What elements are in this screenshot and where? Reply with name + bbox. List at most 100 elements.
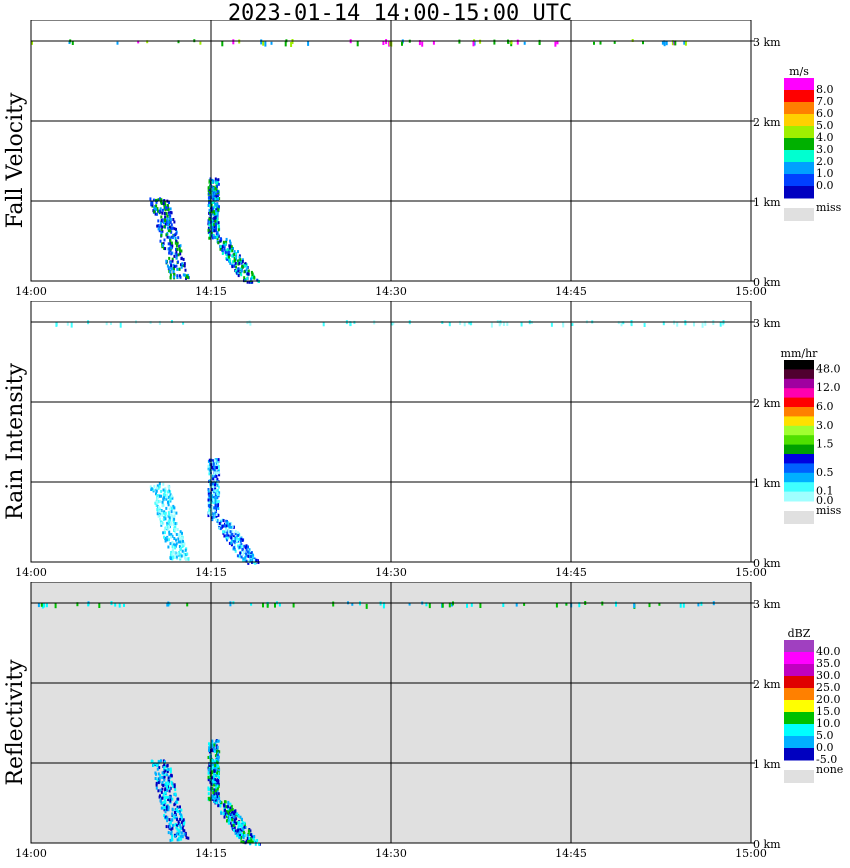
echo-a-cell xyxy=(175,264,178,268)
echo-a-cell xyxy=(160,198,163,202)
cloud-top-dot xyxy=(229,601,232,607)
echo-a-cell xyxy=(181,264,184,267)
colorbar-missing-swatch xyxy=(784,770,814,783)
echo-b-cell xyxy=(218,768,221,772)
echo-b-cell xyxy=(245,263,248,267)
echo-b-cell xyxy=(247,545,249,549)
echo-b-cell xyxy=(229,806,232,810)
echo-b-cell xyxy=(235,252,238,256)
echo-b-cell xyxy=(247,272,250,276)
echo-a-cell xyxy=(161,775,164,779)
echo-b-cell xyxy=(246,834,249,837)
echo-a-cell xyxy=(170,507,173,510)
echo-a-cell xyxy=(155,212,158,216)
echo-a-cell xyxy=(180,263,182,267)
echo-b-cell xyxy=(231,529,234,533)
echo-b-cell xyxy=(228,246,231,250)
cloud-top-dot xyxy=(661,40,664,45)
echo-b-cell xyxy=(233,826,236,830)
cloud-top-dot xyxy=(676,321,679,327)
echo-a-cell xyxy=(165,526,168,529)
echo-a-cell xyxy=(174,788,177,792)
colorbar-swatch xyxy=(784,472,814,483)
echo-b-cell xyxy=(238,255,241,259)
echo-a-cell xyxy=(174,544,177,548)
cloud-top-dot xyxy=(490,322,493,328)
echo-a-cell xyxy=(167,767,170,771)
echo-a-cell xyxy=(159,512,161,516)
echo-b-cell xyxy=(239,267,242,271)
echo-b-cell xyxy=(217,241,220,245)
echo-a-cell xyxy=(169,799,172,803)
echo-b-cell xyxy=(209,232,212,236)
echo-a-cell xyxy=(160,523,163,527)
echo-b-cell xyxy=(211,474,214,478)
echo-a-cell xyxy=(168,216,171,220)
cloud-top-dot xyxy=(432,40,435,45)
echo-a-cell xyxy=(166,215,169,219)
echo-a-cell xyxy=(173,510,176,514)
echo-b-cell xyxy=(218,468,220,472)
echo-b-cell xyxy=(219,247,222,251)
echo-a-cell xyxy=(178,812,181,816)
echo-b-cell xyxy=(216,181,219,185)
echo-b-cell xyxy=(226,257,229,261)
reflectivity-svg: 0 km 1 km 2 km 3 km 14:00 14:15 14:30 14:45 15:0… xyxy=(3,582,843,860)
echo-a-cell xyxy=(169,214,172,218)
echo-a-cell xyxy=(159,499,162,503)
echo-a-cell xyxy=(167,500,169,504)
echo-b-cell xyxy=(219,239,222,243)
cloud-top-dot xyxy=(665,41,668,46)
echo-b-cell xyxy=(258,842,261,846)
echo-a-cell xyxy=(167,776,170,780)
echo-b-cell xyxy=(245,544,248,548)
echo-a-cell xyxy=(183,829,186,833)
echo-a-cell xyxy=(169,786,172,790)
echo-a-cell xyxy=(165,825,168,829)
cloud-top-dot xyxy=(278,603,281,607)
echo-b-cell xyxy=(227,252,229,256)
cloud-top-dot xyxy=(633,603,636,609)
echo-a-cell xyxy=(158,482,161,486)
echo-a-cell xyxy=(180,256,183,260)
colorbar-label: 30.0 xyxy=(816,669,841,682)
echo-b-cell xyxy=(212,496,215,500)
echo-a-cell xyxy=(164,787,167,791)
echo-a-cell xyxy=(166,235,169,239)
cloud-top-dot xyxy=(428,603,431,609)
echo-b-cell xyxy=(245,268,248,272)
echo-b-cell xyxy=(207,775,210,779)
echo-b-cell xyxy=(213,766,216,770)
echo-b-cell xyxy=(212,179,215,183)
echo-a-cell xyxy=(155,492,157,496)
echo-b-cell xyxy=(243,550,246,554)
echo-b-cell xyxy=(243,276,246,280)
y-tick-label: 3 km xyxy=(753,317,781,330)
echo-a-cell xyxy=(177,540,180,544)
echo-a-cell xyxy=(168,789,171,793)
echo-a-cell xyxy=(158,209,161,213)
echo-b-cell xyxy=(225,814,228,818)
colorbar-swatch xyxy=(784,126,814,139)
echo-a-cell xyxy=(163,806,166,809)
echo-a-cell xyxy=(174,816,177,820)
echo-b-cell xyxy=(208,742,210,746)
echo-a-cell xyxy=(171,496,174,500)
echo-b-cell xyxy=(236,834,238,838)
echo-a-cell xyxy=(159,788,162,792)
echo-a-cell xyxy=(162,482,165,486)
echo-a-cell xyxy=(169,542,172,546)
echo-a-cell xyxy=(166,493,168,497)
echo-a-cell xyxy=(169,246,172,250)
echo-b-cell xyxy=(214,202,217,206)
echo-b-cell xyxy=(217,465,220,468)
echo-b-cell xyxy=(216,790,219,794)
colorbar-missing-label: miss xyxy=(816,504,842,517)
echo-a-cell xyxy=(166,495,169,499)
echo-a-cell xyxy=(161,218,164,222)
colorbar-label: 2.0 xyxy=(816,155,834,168)
echo-b-cell xyxy=(237,538,240,541)
echo-b-cell xyxy=(225,805,228,809)
echo-a-cell xyxy=(173,803,176,807)
echo-b-cell xyxy=(225,253,228,257)
